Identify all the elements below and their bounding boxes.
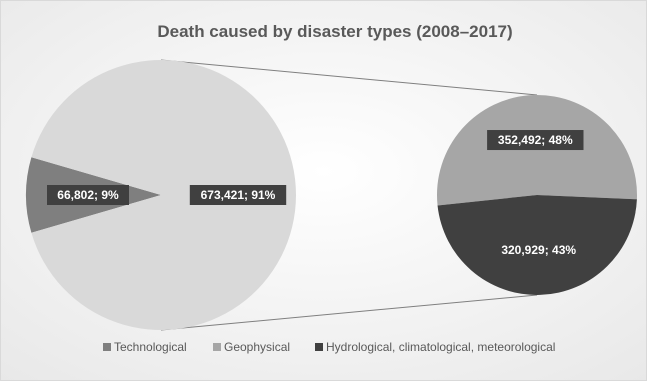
- legend-swatch-technological: [103, 343, 111, 351]
- connector-line-bottom: [160, 294, 538, 331]
- main-slice-other: [31, 59, 297, 331]
- data-label-hydrological-climatological-meteorological: 320,929; 43%: [490, 239, 587, 260]
- data-label-text-other: 673,421; 91%: [201, 188, 276, 202]
- legend-label-technological: Technological: [114, 340, 187, 354]
- legend: Technological Geophysical Hydrological, …: [103, 340, 555, 354]
- legend-label-hydrological: Hydrological, climatological, meteorolog…: [326, 340, 555, 354]
- data-label-technological: 66,802; 9%: [47, 185, 129, 205]
- data-labels: 66,802; 9% 673,421; 91% 352,492; 48% 320,92…: [47, 130, 587, 260]
- data-label-other: 673,421; 91%: [189, 185, 287, 205]
- data-label-text-geophysical: 352,492; 48%: [498, 133, 573, 147]
- data-label-geophysical: 352,492; 48%: [487, 130, 584, 151]
- data-label-text-technological: 66,802; 9%: [57, 188, 119, 202]
- data-label-box-other: [189, 185, 287, 205]
- secondary-pie: [437, 94, 638, 295]
- legend-swatch-geophysical: [213, 343, 221, 351]
- secondary-slice-geophysical: [437, 94, 638, 206]
- chart-title: Death caused by disaster types (2008–201…: [157, 22, 512, 41]
- data-label-box-geophysical: [487, 130, 584, 151]
- connector-line-top: [160, 59, 538, 96]
- data-label-text-hydrological-climatological-meteorological: 320,929; 43%: [501, 243, 576, 257]
- legend-label-geophysical: Geophysical: [224, 340, 290, 354]
- data-label-box-technological: [47, 185, 129, 205]
- data-label-box-hydrological-climatological-meteorological: [490, 239, 587, 260]
- legend-swatch-hydrological: [315, 343, 323, 351]
